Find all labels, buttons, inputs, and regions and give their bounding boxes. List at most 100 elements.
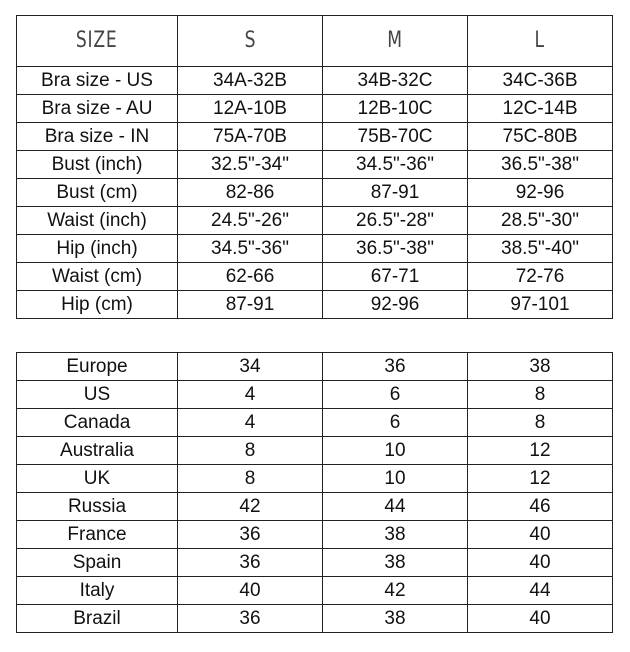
- row-label: Bra size - US: [16, 66, 178, 95]
- header-label: SIZE: [76, 28, 118, 53]
- header-label: L: [534, 28, 546, 53]
- country-size-conversion-table: Europe 34 36 38 US 4 6 8 Canada 4 6 8 Australia 8 10 12…: [16, 352, 613, 633]
- header-cell: M: [322, 15, 468, 67]
- cell: 40: [467, 548, 613, 577]
- cell: 12A-10B: [177, 94, 323, 123]
- header-cell: SIZE: [16, 15, 178, 67]
- country-label: US: [16, 380, 178, 409]
- cell: 10: [322, 436, 468, 465]
- table-row: Waist (inch) 24.5"-26" 26.5"-28" 28.5"-30": [16, 206, 613, 235]
- cell: 34.5"-36": [177, 234, 323, 263]
- cell: 87-91: [322, 178, 468, 207]
- cell: 10: [322, 464, 468, 493]
- cell: 75B-70C: [322, 122, 468, 151]
- row-label: Hip (inch): [16, 234, 178, 263]
- country-label: Canada: [16, 408, 178, 437]
- table-row: Australia 8 10 12: [16, 436, 613, 465]
- country-label: Italy: [16, 576, 178, 605]
- table-row: US 4 6 8: [16, 380, 613, 409]
- country-label: Australia: [16, 436, 178, 465]
- cell: 6: [322, 380, 468, 409]
- cell: 40: [467, 520, 613, 549]
- cell: 12B-10C: [322, 94, 468, 123]
- cell: 36: [177, 548, 323, 577]
- cell: 8: [467, 408, 613, 437]
- row-label: Bust (cm): [16, 178, 178, 207]
- row-label: Bra size - AU: [16, 94, 178, 123]
- table-row: Hip (inch) 34.5"-36" 36.5"-38" 38.5"-40": [16, 234, 613, 263]
- cell: 75A-70B: [177, 122, 323, 151]
- table-row: Canada 4 6 8: [16, 408, 613, 437]
- cell: 62-66: [177, 262, 323, 291]
- cell: 38: [322, 604, 468, 633]
- table-row: Bra size - AU 12A-10B 12B-10C 12C-14B: [16, 94, 613, 123]
- cell: 82-86: [177, 178, 323, 207]
- cell: 36.5"-38": [322, 234, 468, 263]
- header-label: M: [387, 28, 403, 53]
- cell: 44: [322, 492, 468, 521]
- cell: 34.5"-36": [322, 150, 468, 179]
- row-label: Waist (inch): [16, 206, 178, 235]
- cell: 42: [177, 492, 323, 521]
- cell: 34B-32C: [322, 66, 468, 95]
- cell: 34C-36B: [467, 66, 613, 95]
- cell: 46: [467, 492, 613, 521]
- cell: 97-101: [467, 290, 613, 319]
- cell: 38: [322, 520, 468, 549]
- row-label: Waist (cm): [16, 262, 178, 291]
- cell: 12: [467, 436, 613, 465]
- row-label: Bra size - IN: [16, 122, 178, 151]
- cell: 4: [177, 380, 323, 409]
- header-row: SIZE S M L: [16, 15, 613, 67]
- cell: 12C-14B: [467, 94, 613, 123]
- cell: 36: [322, 352, 468, 381]
- cell: 92-96: [467, 178, 613, 207]
- cell: 87-91: [177, 290, 323, 319]
- cell: 38: [467, 352, 613, 381]
- table-row: Italy 40 42 44: [16, 576, 613, 605]
- cell: 40: [467, 604, 613, 633]
- header-cell: S: [177, 15, 323, 67]
- table-row: Bra size - US 34A-32B 34B-32C 34C-36B: [16, 66, 613, 95]
- table-row: UK 8 10 12: [16, 464, 613, 493]
- table-row: Bust (inch) 32.5"-34" 34.5"-36" 36.5"-38": [16, 150, 613, 179]
- country-label: Spain: [16, 548, 178, 577]
- table-row: Russia 42 44 46: [16, 492, 613, 521]
- cell: 12: [467, 464, 613, 493]
- cell: 38.5"-40": [467, 234, 613, 263]
- header-cell: L: [467, 15, 613, 67]
- table-row: Brazil 36 38 40: [16, 604, 613, 633]
- country-label: Brazil: [16, 604, 178, 633]
- cell: 92-96: [322, 290, 468, 319]
- cell: 8: [177, 464, 323, 493]
- cell: 8: [177, 436, 323, 465]
- cell: 40: [177, 576, 323, 605]
- cell: 8: [467, 380, 613, 409]
- table-row: Spain 36 38 40: [16, 548, 613, 577]
- cell: 38: [322, 548, 468, 577]
- table-row: Waist (cm) 62-66 67-71 72-76: [16, 262, 613, 291]
- country-label: UK: [16, 464, 178, 493]
- size-measurement-table: SIZE S M L Bra size - US 34A-32B 34B-32C 34C-36…: [16, 15, 613, 319]
- cell: 28.5"-30": [467, 206, 613, 235]
- cell: 6: [322, 408, 468, 437]
- cell: 42: [322, 576, 468, 605]
- table-row: Hip (cm) 87-91 92-96 97-101: [16, 290, 613, 319]
- table-row: Europe 34 36 38: [16, 352, 613, 381]
- table-row: France 36 38 40: [16, 520, 613, 549]
- country-label: France: [16, 520, 178, 549]
- cell: 26.5"-28": [322, 206, 468, 235]
- cell: 36: [177, 604, 323, 633]
- table-row: Bra size - IN 75A-70B 75B-70C 75C-80B: [16, 122, 613, 151]
- table-row: Bust (cm) 82-86 87-91 92-96: [16, 178, 613, 207]
- cell: 67-71: [322, 262, 468, 291]
- cell: 4: [177, 408, 323, 437]
- cell: 34A-32B: [177, 66, 323, 95]
- country-label: Russia: [16, 492, 178, 521]
- cell: 75C-80B: [467, 122, 613, 151]
- header-label: S: [244, 28, 256, 53]
- row-label: Hip (cm): [16, 290, 178, 319]
- cell: 44: [467, 576, 613, 605]
- cell: 32.5"-34": [177, 150, 323, 179]
- cell: 34: [177, 352, 323, 381]
